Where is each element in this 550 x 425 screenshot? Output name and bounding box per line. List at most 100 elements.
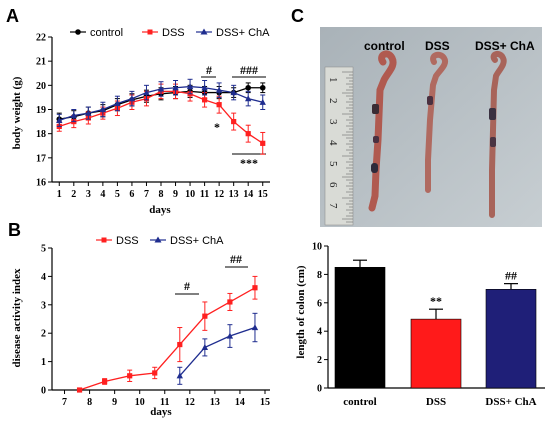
panel-label-c: C: [291, 6, 304, 26]
chart-a-point: [215, 86, 223, 93]
chart-a-xtick-label: 3: [86, 189, 91, 200]
chart-c-bar: [334, 266, 386, 389]
chart-a-xtick-label: 11: [200, 189, 209, 200]
legend-b-cha-marker: [154, 236, 162, 243]
chart-c-annotation: ##: [505, 269, 517, 283]
chart-b-point: [202, 313, 208, 319]
chart-b-point: [227, 299, 233, 305]
chart-c-ytick-label: 0: [317, 384, 322, 395]
chart-c: length of colon (cm) 0 2 4 6 8 10 control DSS **…: [295, 242, 545, 408]
chart-c-ytick-label: 10: [312, 242, 322, 253]
chart-a-ylabel: body weight (g): [11, 76, 23, 149]
chart-b-xtick-label: 9: [112, 397, 117, 408]
chart-b-point: [176, 372, 183, 379]
chart-a-point: [56, 116, 63, 123]
chart-c-category-label: DSS+ ChA: [485, 396, 536, 408]
chart-a-xtick-label: 10: [185, 189, 195, 200]
ruler-number: 5: [327, 161, 339, 167]
chart-b-ytick-label: 3: [41, 300, 46, 311]
chart-a-xtick-label: 1: [57, 189, 62, 200]
legend-a-control: control: [90, 27, 123, 39]
photo-label-control: control: [364, 39, 405, 53]
chart-c-annotation: **: [430, 294, 442, 308]
chart-c-ylabel: length of colon (cm): [295, 265, 307, 359]
chart-b-ytick-label: 0: [41, 386, 46, 397]
chart-b-xtick-label: 8: [87, 397, 92, 408]
chart-a-annotations: # ### * ***: [201, 63, 266, 170]
ruler-number: 6: [327, 182, 339, 188]
chart-a-point: [245, 84, 251, 91]
chart-c-bar: [410, 318, 462, 389]
chart-b-xtick-label: 13: [210, 397, 220, 408]
legend-a-cha-marker: [200, 28, 208, 35]
colon-dss-cha: [489, 50, 507, 218]
chart-b-annot-hash: #: [184, 279, 190, 293]
chart-a-point: [114, 100, 121, 107]
chart-c-ytick-label: 8: [317, 270, 322, 281]
chart-b-point: [201, 344, 209, 350]
chart-a-point: [128, 95, 136, 102]
chart-b-point: [226, 332, 234, 339]
photo-label-dss-cha: DSS+ ChA: [475, 39, 535, 53]
chart-b-xtick-label: 7: [62, 397, 67, 408]
chart-b: disease activity index days DSS DSS+ ChA…: [11, 235, 270, 418]
chart-a-annot-star3: ***: [240, 156, 258, 170]
photo-label-dss: DSS: [425, 39, 450, 53]
chart-a-xtick-label: 15: [258, 189, 268, 200]
chart-b-point: [102, 378, 108, 385]
chart-a-point: [85, 109, 92, 116]
legend-a-cha: DSS+ ChA: [216, 27, 270, 39]
chart-a-xtick-label: 9: [173, 189, 178, 200]
chart-a-xtick-label: 6: [129, 189, 134, 200]
chart-a-xtick-label: 13: [229, 189, 239, 200]
chart-b-ylabel: disease activity index: [11, 268, 23, 367]
panel-label-a: A: [6, 6, 19, 26]
chart-a-xtick-label: 2: [71, 189, 76, 200]
chart-a-ytick-label: 16: [36, 178, 46, 189]
chart-b-annot-hash2: ##: [230, 252, 242, 266]
chart-c-ytick-label: 6: [317, 298, 322, 309]
ruler-number: 3: [327, 119, 339, 125]
chart-a-ytick-label: 18: [36, 129, 46, 140]
chart-a-point: [245, 131, 251, 137]
chart-a-point: [259, 84, 266, 91]
chart-a-point: [216, 102, 222, 108]
chart-a-point: [245, 95, 252, 102]
chart-a-legend: control DSS DSS+ ChA: [70, 27, 270, 39]
chart-a-xlabel: days: [149, 204, 171, 216]
ruler-number: 2: [327, 98, 339, 104]
legend-b-dss: DSS: [116, 235, 139, 247]
chart-b-xtick-label: 12: [185, 397, 195, 408]
chart-b-xtick-label: 15: [260, 397, 270, 408]
chart-a-xtick-label: 7: [144, 189, 149, 200]
chart-a-point: [143, 89, 150, 96]
chart-a-annot-star: *: [214, 120, 220, 134]
chart-a-ytick-label: 21: [36, 57, 46, 68]
legend-a-control-marker: [75, 29, 81, 35]
chart-a: body weight (g) days control DSS DSS+ Ch…: [11, 27, 270, 216]
chart-b-xtick-label: 10: [135, 397, 145, 408]
chart-a-point: [260, 140, 266, 146]
chart-a-xtick-label: 14: [243, 189, 253, 200]
legend-a-dss: DSS: [162, 27, 185, 39]
chart-b-series-line-0: [79, 287, 256, 391]
chart-a-xtick-label: 4: [100, 189, 105, 200]
chart-b-point: [177, 341, 183, 348]
chart-a-point: [172, 84, 179, 91]
chart-b-point: [251, 324, 259, 331]
chart-a-ytick-label: 22: [36, 33, 46, 44]
chart-a-point: [70, 112, 77, 119]
chart-b-xtick-label: 11: [160, 397, 169, 408]
chart-b-ytick-label: 1: [41, 357, 46, 368]
chart-b-annotations: # ##: [175, 252, 248, 295]
legend-b-cha: DSS+ ChA: [170, 235, 224, 247]
chart-c-bar: [485, 289, 537, 389]
ruler-number: 4: [327, 140, 339, 146]
panel-label-b: B: [8, 220, 21, 240]
chart-a-xtick-label: 8: [159, 189, 164, 200]
chart-b-legend: DSS DSS+ ChA: [96, 235, 224, 247]
ruler-number: 1: [327, 77, 339, 83]
chart-a-point: [99, 106, 107, 113]
chart-a-ytick-label: 20: [36, 81, 46, 92]
